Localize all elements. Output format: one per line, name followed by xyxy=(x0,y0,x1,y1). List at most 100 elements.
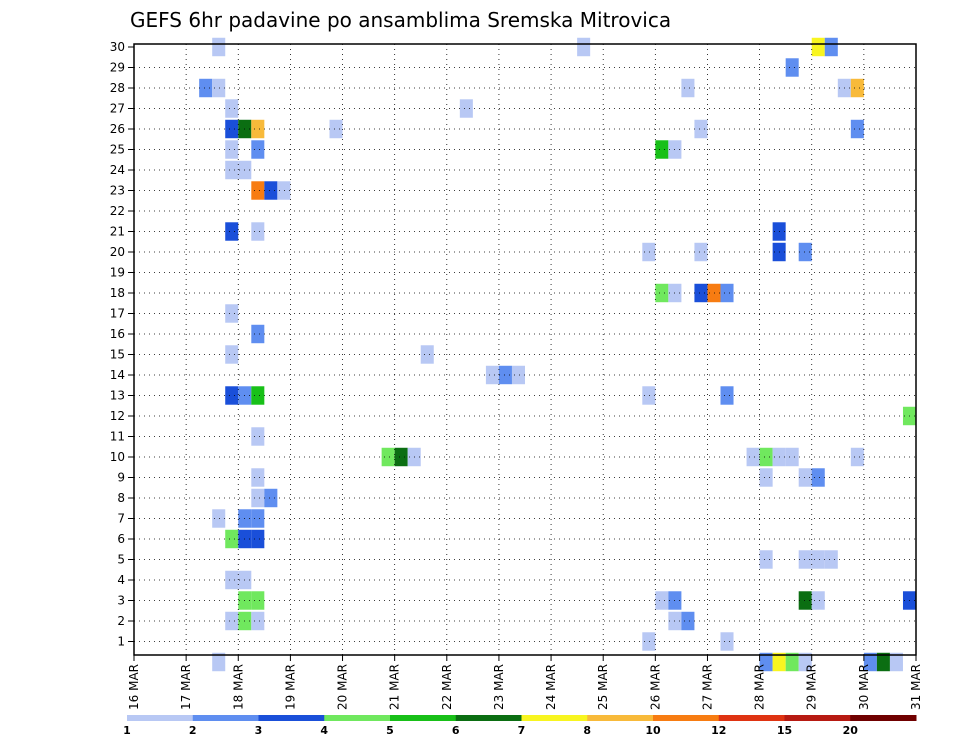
heatmap-cell xyxy=(850,119,864,139)
heatmap-cell xyxy=(850,447,864,467)
heatmap-cell xyxy=(251,181,265,200)
chart-title: GEFS 6hr padavine po ansamblima Sremska … xyxy=(130,8,671,32)
heatmap-cell xyxy=(225,99,239,118)
heatmap-cell xyxy=(251,488,265,508)
x-tick-label: 21 MAR xyxy=(388,664,402,710)
heatmap-cell xyxy=(811,37,825,57)
heatmap-cell xyxy=(720,386,734,405)
heatmap-cell xyxy=(459,99,473,118)
x-tick-label: 19 MAR xyxy=(283,664,297,710)
heatmap-cell xyxy=(251,324,265,344)
heatmap-cell xyxy=(772,652,786,672)
heatmap-cell xyxy=(694,242,708,262)
heatmap-cell xyxy=(251,140,265,159)
y-tick-label: 28 xyxy=(110,81,125,95)
heatmap-cell xyxy=(694,283,708,303)
heatmap-cell xyxy=(498,365,512,385)
y-tick-label: 20 xyxy=(110,245,125,259)
heatmap-cell xyxy=(212,652,226,672)
y-tick-label: 24 xyxy=(110,163,125,177)
y-tick-label: 26 xyxy=(110,122,125,136)
x-tick-label: 31 MAR xyxy=(909,664,923,710)
y-tick-label: 21 xyxy=(110,225,125,239)
heatmap-cell xyxy=(225,304,239,323)
heatmap-cell xyxy=(746,447,760,467)
x-axis: 16 MAR 17 MAR 18 MAR 19 MAR 20 MAR 21 MAR 22 M… xyxy=(127,655,923,710)
heatmap-cell xyxy=(681,78,695,98)
y-tick-label: 2 xyxy=(117,614,125,628)
y-tick-label: 5 xyxy=(117,553,125,567)
heatmap-cell xyxy=(251,468,265,487)
heatmap-cell xyxy=(876,652,890,672)
heatmap-cell xyxy=(485,365,499,385)
legend-label: 15 xyxy=(777,724,792,737)
legend-swatch xyxy=(192,715,259,721)
heatmap-cell xyxy=(264,181,278,200)
y-axis: 1234567891011121314151617181920212223242… xyxy=(110,40,134,649)
y-tick-label: 29 xyxy=(110,61,125,75)
heatmap-cell xyxy=(225,386,239,405)
heatmap-cell xyxy=(251,386,265,405)
x-tick-label: 17 MAR xyxy=(179,664,193,710)
x-tick-label: 26 MAR xyxy=(648,664,662,710)
legend-swatch xyxy=(521,715,588,721)
x-tick-label: 22 MAR xyxy=(440,664,454,710)
legend-label: 10 xyxy=(645,724,661,737)
heatmap-cell xyxy=(863,652,877,672)
heatmap-cell xyxy=(785,652,799,672)
y-tick-label: 25 xyxy=(110,143,125,157)
heatmap-cell xyxy=(655,140,669,159)
x-tick-label: 23 MAR xyxy=(492,664,506,710)
x-tick-label: 30 MAR xyxy=(857,664,871,710)
heatmap-cell xyxy=(798,242,812,262)
heatmap-cell xyxy=(381,447,395,467)
heatmap-cell xyxy=(199,78,213,98)
color-legend: 1 2 3 4 5 6 7 8 10 12 15 20 xyxy=(123,715,917,737)
heatmap-cell xyxy=(251,529,265,549)
heatmap-cell xyxy=(889,652,903,672)
heatmap-cell xyxy=(707,283,721,303)
heatmap-cell xyxy=(785,447,799,467)
heatmap-cell xyxy=(759,550,773,569)
heatmap-cell xyxy=(420,345,434,364)
heatmap-cell xyxy=(720,283,734,303)
y-tick-label: 3 xyxy=(117,594,125,608)
heatmap-cell xyxy=(225,529,239,549)
legend-label: 4 xyxy=(320,724,328,737)
x-tick-label: 29 MAR xyxy=(805,664,819,710)
legend-swatch xyxy=(587,715,654,721)
y-tick-label: 22 xyxy=(110,204,125,218)
heatmap-cell xyxy=(798,550,812,569)
y-tick-label: 8 xyxy=(117,491,125,505)
heatmap-cell xyxy=(225,140,239,159)
heatmap-cell xyxy=(798,652,812,672)
y-tick-label: 30 xyxy=(110,40,125,54)
heatmap-cell xyxy=(251,509,265,528)
heatmap-cell xyxy=(655,283,669,303)
x-tick-label: 18 MAR xyxy=(231,664,245,710)
x-tick-label: 25 MAR xyxy=(596,664,610,710)
heatmap-cell xyxy=(394,447,408,467)
heatmap-cell xyxy=(824,37,838,57)
legend-label: 20 xyxy=(843,724,859,737)
legend-label: 5 xyxy=(386,724,394,737)
legend-label: 8 xyxy=(583,724,591,737)
heatmap-cell xyxy=(824,550,838,569)
heatmap-cell xyxy=(694,119,708,139)
heatmap-cell xyxy=(212,78,226,98)
legend-swatch xyxy=(127,715,194,721)
heatmap-cell xyxy=(642,386,656,405)
heatmap-cell xyxy=(264,488,278,508)
heatmap-cell xyxy=(811,468,825,487)
heatmap-cell xyxy=(251,591,265,610)
legend-swatch xyxy=(455,715,522,721)
heatmap-cell xyxy=(759,447,773,467)
y-tick-label: 1 xyxy=(117,635,125,649)
grid-lines xyxy=(134,44,916,655)
heatmap-cell xyxy=(811,591,825,610)
y-tick-label: 9 xyxy=(117,471,125,485)
legend-label: 1 xyxy=(123,724,131,737)
heatmap-cell xyxy=(225,119,239,139)
legend-swatch xyxy=(390,715,457,721)
